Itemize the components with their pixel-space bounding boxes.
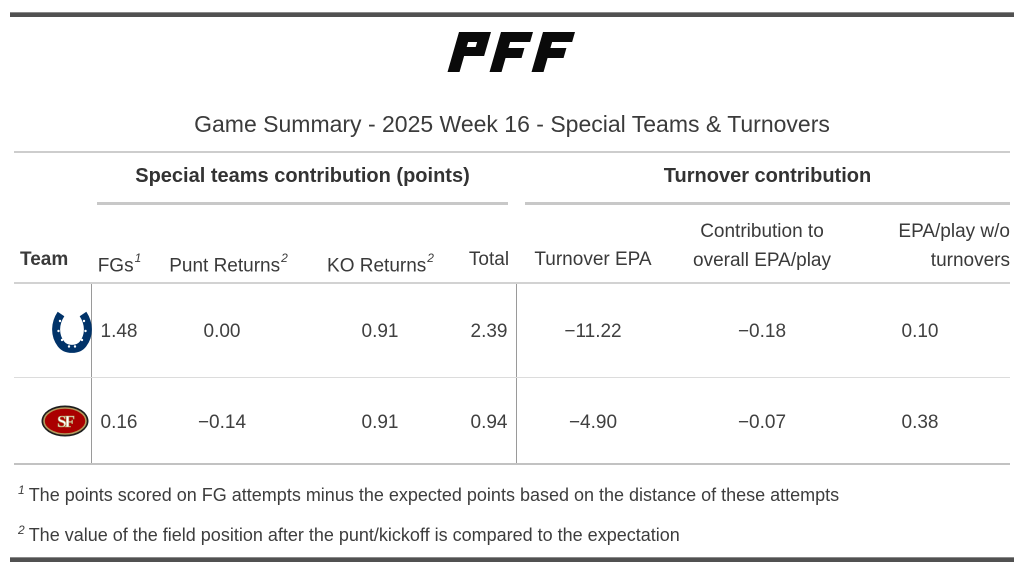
cell-49ers-total: 0.94 bbox=[470, 412, 508, 433]
group-header-special-teams: Special teams contribution (points) bbox=[135, 165, 470, 187]
col-header-contribution-line2: overall EPA/play bbox=[693, 250, 831, 271]
cell-colts-fgs: 1.48 bbox=[100, 321, 138, 342]
cell-colts-total: 2.39 bbox=[470, 321, 508, 342]
col-header-epawo-line1: EPA/play w/o bbox=[898, 221, 1010, 242]
col-header-ko-returns: KO Returns2 bbox=[300, 248, 460, 278]
pff-logo-icon bbox=[437, 30, 597, 74]
cell-49ers-punt-returns: −0.14 bbox=[197, 412, 247, 433]
group-header-turnover: Turnover contribution bbox=[663, 165, 872, 187]
cell-49ers-turnover-epa: −4.90 bbox=[568, 412, 618, 433]
table-bottom-divider bbox=[14, 463, 1010, 465]
footnote-2-mark: 2 bbox=[18, 523, 25, 537]
page-title: Game Summary - 2025 Week 16 - Special Te… bbox=[194, 111, 830, 137]
sf-49ers-logo-icon: SF bbox=[40, 404, 90, 443]
col-header-fgs-footnote-mark: 1 bbox=[134, 251, 142, 265]
col-header-team: Team bbox=[20, 249, 69, 270]
col-header-contribution-line1: Contribution to bbox=[700, 221, 824, 242]
group-underline-turnover bbox=[525, 202, 1010, 205]
cell-colts-ko-returns: 0.91 bbox=[361, 321, 399, 342]
col-header-epa-wo-turnovers: EPA/play w/o turnovers bbox=[856, 217, 1010, 275]
col-header-contribution-epa: Contribution to overall EPA/play bbox=[672, 217, 852, 275]
cell-49ers-fgs: 0.16 bbox=[100, 412, 138, 433]
title-divider bbox=[14, 151, 1010, 153]
cell-colts-turnover-epa: −11.22 bbox=[564, 321, 622, 342]
top-border-bar bbox=[10, 12, 1014, 17]
footnote-2: 2 The value of the field position after t… bbox=[18, 523, 680, 546]
footnote-2-text: The value of the field position after th… bbox=[28, 525, 680, 545]
col-header-ko-label: KO Returns bbox=[327, 255, 427, 277]
footnote-1-mark: 1 bbox=[18, 483, 25, 497]
col-header-fgs: FGs1 bbox=[79, 248, 159, 278]
svg-text:SF: SF bbox=[57, 412, 74, 431]
bottom-border-bar bbox=[10, 557, 1014, 562]
group-underline-special-teams bbox=[97, 202, 508, 205]
cell-colts-epa-wo-turnovers: 0.10 bbox=[901, 321, 939, 342]
team-column-divider bbox=[91, 284, 92, 463]
colts-horseshoe-logo-icon bbox=[52, 309, 92, 360]
col-header-ko-footnote-mark: 2 bbox=[427, 251, 434, 265]
col-header-punt-label: Punt Returns bbox=[169, 255, 281, 277]
col-header-fgs-label: FGs bbox=[97, 255, 134, 277]
footnote-1: 1 The points scored on FG attempts minus … bbox=[18, 483, 839, 506]
col-header-turnover-epa: Turnover EPA bbox=[534, 249, 652, 270]
cell-49ers-ko-returns: 0.91 bbox=[361, 412, 399, 433]
col-header-total: Total bbox=[468, 249, 510, 270]
header-divider bbox=[14, 282, 1010, 284]
cell-49ers-contribution: −0.07 bbox=[737, 412, 787, 433]
col-header-punt-returns: Punt Returns2 bbox=[148, 248, 308, 278]
col-header-punt-footnote-mark: 2 bbox=[281, 251, 288, 265]
cell-49ers-epa-wo-turnovers: 0.38 bbox=[901, 412, 939, 433]
cell-colts-contribution: −0.18 bbox=[737, 321, 787, 342]
group-column-divider bbox=[516, 284, 517, 463]
cell-colts-punt-returns: 0.00 bbox=[203, 321, 241, 342]
footnote-1-text: The points scored on FG attempts minus t… bbox=[28, 485, 840, 505]
row-divider bbox=[14, 377, 1010, 378]
col-header-epawo-line2: turnovers bbox=[930, 250, 1010, 271]
